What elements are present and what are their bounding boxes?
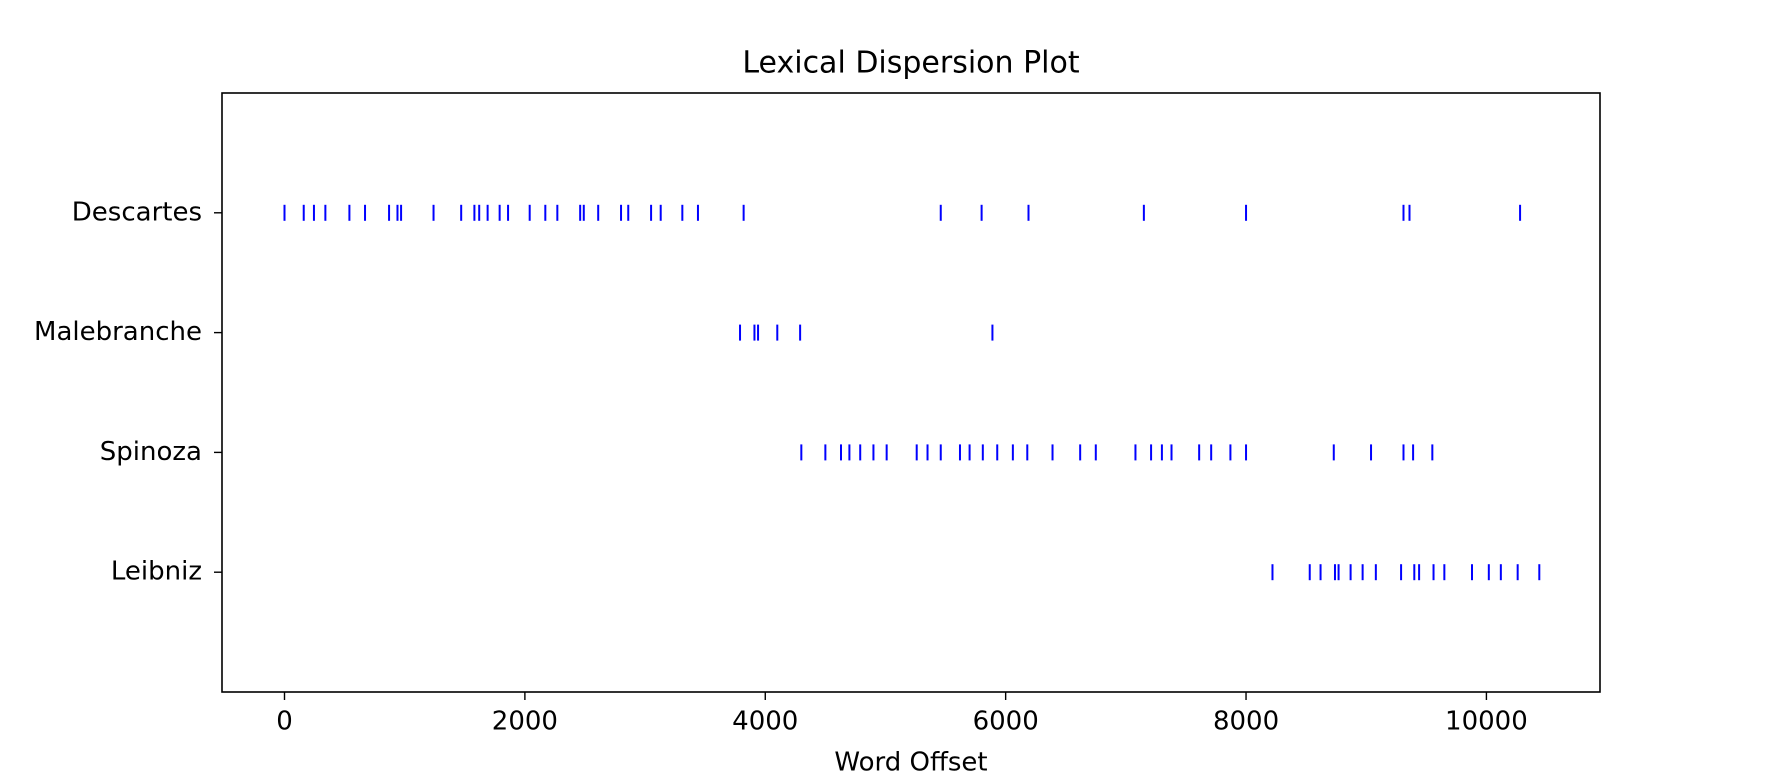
x-tick-label: 6000 bbox=[973, 707, 1039, 737]
y-tick-label: Descartes bbox=[72, 197, 202, 227]
x-tick-label: 2000 bbox=[492, 707, 558, 737]
x-tick-label: 4000 bbox=[732, 707, 798, 737]
y-tick-label: Leibniz bbox=[111, 557, 202, 587]
x-tick-label: 0 bbox=[276, 707, 293, 737]
x-tick-label: 10000 bbox=[1445, 707, 1528, 737]
y-tick-label: Spinoza bbox=[100, 437, 202, 467]
x-axis-label: Word Offset bbox=[834, 748, 987, 776]
plot-frame bbox=[221, 92, 1601, 693]
x-tick-label: 8000 bbox=[1213, 707, 1279, 737]
y-tick-label: Malebranche bbox=[34, 317, 202, 347]
chart-title: Lexical Dispersion Plot bbox=[742, 46, 1080, 81]
